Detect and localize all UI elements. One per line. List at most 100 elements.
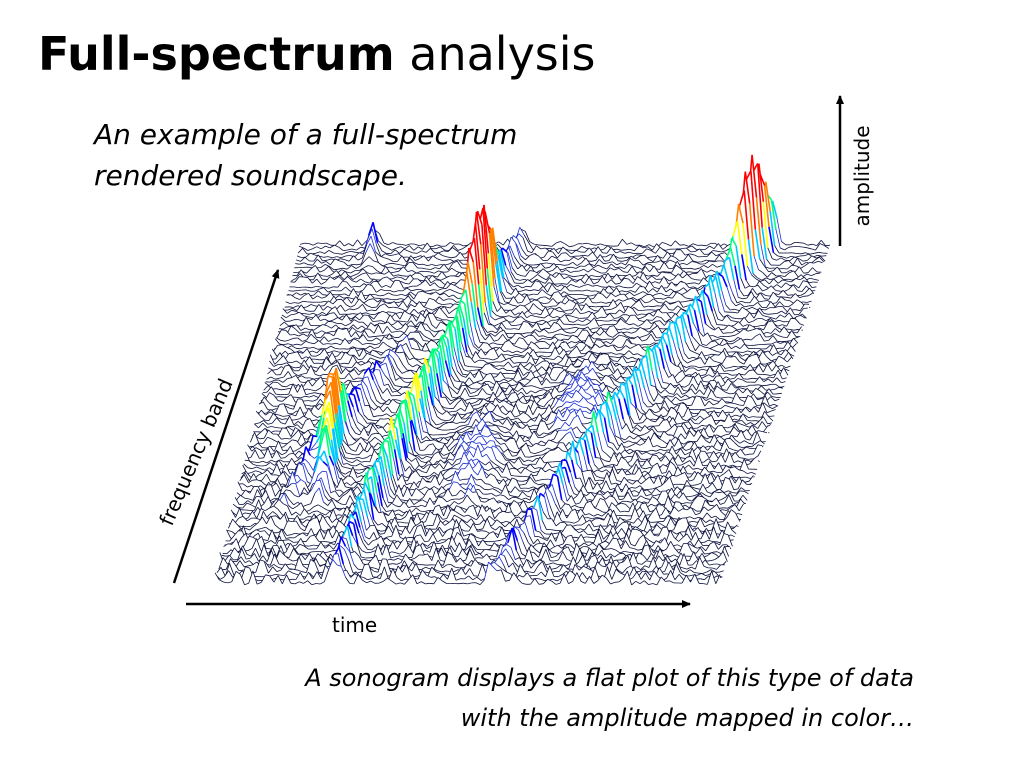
trace-segment bbox=[528, 242, 534, 250]
trace-segment bbox=[347, 248, 353, 251]
trace-segment bbox=[565, 252, 571, 258]
trace-segment bbox=[814, 251, 819, 254]
trace-segment bbox=[410, 272, 416, 277]
trace-segment bbox=[623, 271, 628, 273]
trace-segment bbox=[648, 258, 654, 262]
trace-segment bbox=[321, 261, 327, 264]
trace-segment bbox=[595, 306, 601, 308]
trace-segment bbox=[709, 260, 714, 263]
trace-segment bbox=[358, 252, 364, 254]
trace-segment bbox=[694, 248, 700, 252]
trace-segment bbox=[692, 260, 698, 263]
trace-segment bbox=[525, 255, 531, 261]
trace-segment bbox=[390, 266, 396, 270]
trace-segment bbox=[798, 266, 805, 274]
trace-segment bbox=[809, 252, 815, 255]
trace-segment bbox=[337, 253, 343, 255]
trace-segment bbox=[380, 272, 385, 275]
trace-segment bbox=[691, 287, 696, 289]
trace-segment bbox=[372, 222, 379, 243]
trace-segment bbox=[398, 320, 404, 322]
trace-segment bbox=[290, 334, 295, 336]
trace-segment bbox=[795, 255, 800, 258]
trace-segment bbox=[364, 256, 370, 262]
trace-segment bbox=[381, 250, 387, 254]
trace-segment bbox=[721, 324, 726, 326]
trace-segment bbox=[612, 261, 618, 266]
trace-segment bbox=[545, 266, 550, 269]
trace-segment bbox=[621, 262, 626, 266]
trace-segment bbox=[807, 267, 813, 273]
trace-segment bbox=[807, 255, 813, 261]
trace-segment bbox=[776, 218, 782, 242]
trace-segment bbox=[516, 243, 522, 256]
trace-segment bbox=[688, 243, 694, 247]
trace-segment bbox=[305, 252, 311, 258]
trace-segment bbox=[327, 343, 332, 345]
trace-segment bbox=[409, 245, 415, 251]
trace-segment bbox=[357, 257, 363, 261]
trace-segment bbox=[296, 269, 302, 276]
trace-segment bbox=[657, 271, 663, 277]
trace-segment bbox=[415, 258, 420, 261]
trace-segment bbox=[339, 260, 344, 263]
page-title: Full-spectrum analysis bbox=[38, 26, 596, 82]
trace-segment bbox=[348, 243, 354, 247]
trace-segment bbox=[317, 242, 323, 244]
trace-segment bbox=[536, 263, 542, 269]
trace-segment bbox=[656, 260, 661, 263]
trace-segment bbox=[583, 268, 589, 273]
trace-segment bbox=[690, 282, 695, 284]
trace-segment bbox=[651, 309, 656, 311]
trace-segment bbox=[392, 242, 398, 245]
trace-segment bbox=[323, 256, 329, 258]
trace-segment bbox=[706, 251, 712, 257]
trace-segment bbox=[655, 246, 661, 254]
trace-segment bbox=[548, 269, 554, 273]
trace-segment bbox=[567, 266, 572, 269]
trace-segment bbox=[570, 255, 575, 258]
trace-segment bbox=[342, 267, 348, 270]
trace-segment bbox=[616, 262, 622, 266]
trace-segment bbox=[385, 253, 390, 256]
trace-segment bbox=[662, 251, 668, 259]
trace-segment bbox=[564, 243, 570, 248]
trace-segment bbox=[722, 245, 728, 250]
trace-segment bbox=[373, 260, 379, 263]
trace-segment bbox=[407, 270, 413, 272]
trace-fill bbox=[299, 194, 829, 252]
trace-segment bbox=[549, 248, 555, 252]
title-bold: Full-spectrum bbox=[38, 27, 395, 81]
trace-segment bbox=[353, 273, 359, 276]
trace-segment bbox=[344, 243, 349, 247]
trace-segment bbox=[509, 245, 515, 257]
trace-segment bbox=[794, 256, 799, 259]
trace-segment bbox=[379, 233, 385, 244]
trace-segment bbox=[581, 245, 587, 249]
trace-segment bbox=[380, 253, 386, 258]
trace-segment bbox=[756, 163, 763, 228]
trace-segment bbox=[570, 270, 576, 273]
trace-segment bbox=[340, 270, 346, 277]
trace-segment bbox=[517, 264, 523, 270]
trace-segment bbox=[361, 244, 368, 259]
trace-segment bbox=[609, 267, 615, 271]
trace-segment bbox=[712, 250, 718, 252]
trace-segment bbox=[646, 248, 652, 251]
trace-segment bbox=[429, 271, 435, 274]
trace-segment bbox=[445, 259, 451, 261]
trace-segment bbox=[377, 335, 382, 337]
trace-segment bbox=[591, 275, 596, 277]
trace-segment bbox=[770, 389, 775, 391]
trace-segment bbox=[774, 245, 780, 254]
trace-segment bbox=[307, 248, 313, 251]
trace-segment bbox=[596, 270, 602, 274]
trace-segment bbox=[666, 255, 672, 262]
trace-segment bbox=[619, 266, 625, 269]
trace-segment bbox=[545, 327, 550, 330]
trace-segment bbox=[664, 259, 670, 265]
trace-segment bbox=[792, 257, 798, 266]
trace-segment bbox=[543, 250, 549, 258]
trace-segment bbox=[435, 267, 440, 270]
